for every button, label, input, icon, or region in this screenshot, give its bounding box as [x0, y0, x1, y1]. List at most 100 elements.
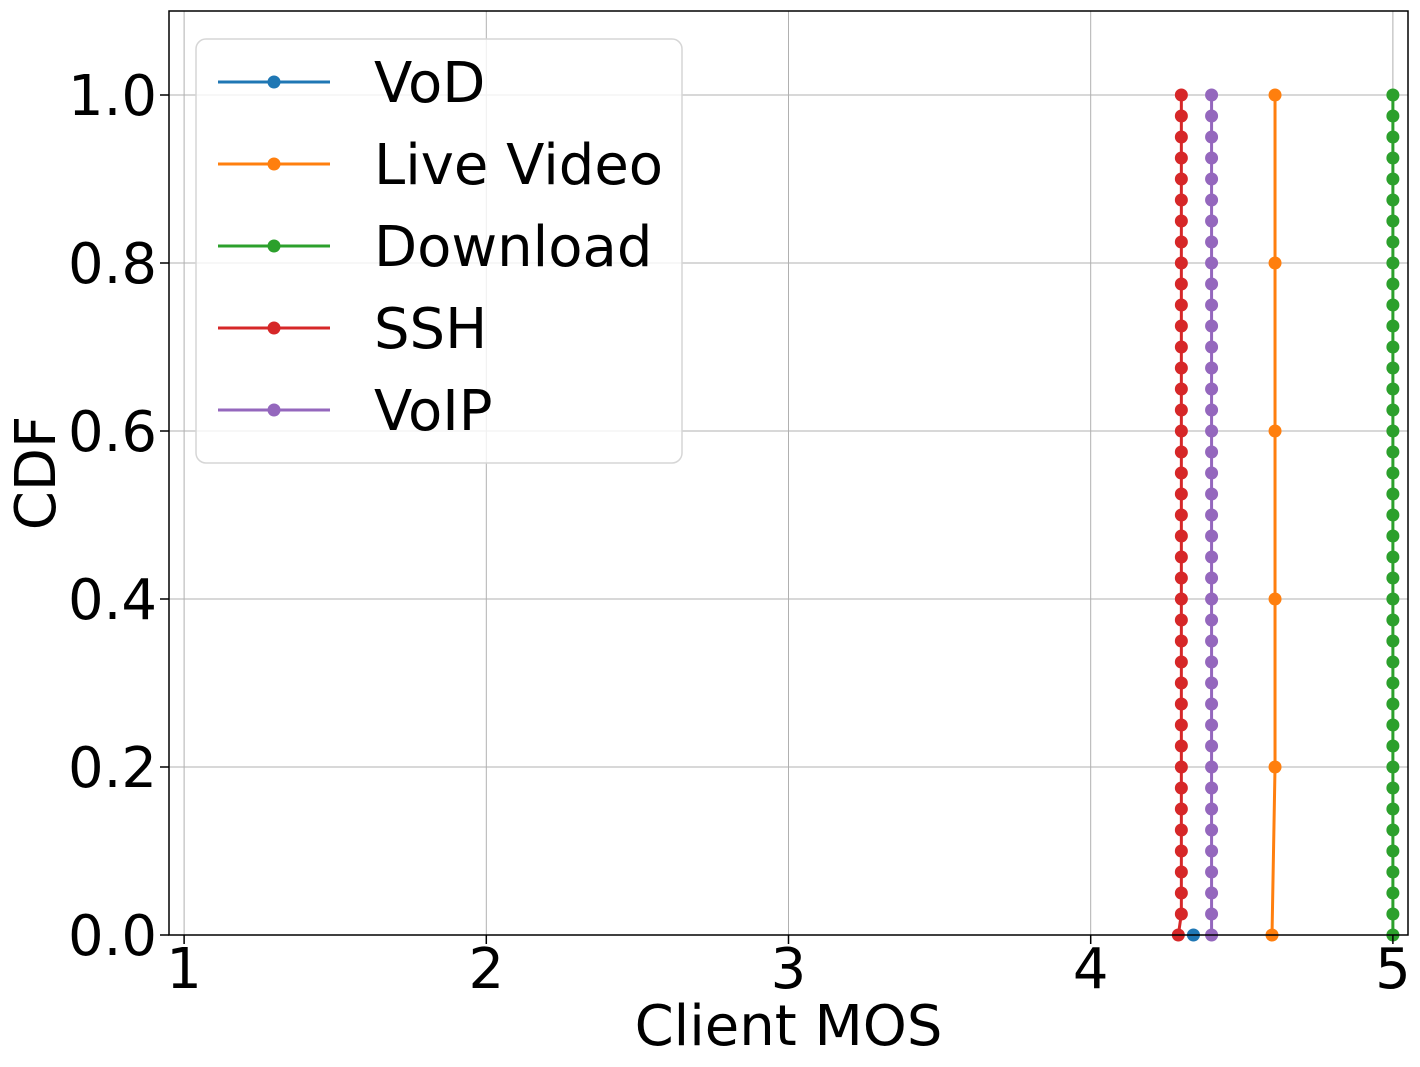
- data-point-ssh: [1174, 361, 1188, 375]
- series-live-video: [1265, 88, 1282, 942]
- data-point-ssh: [1174, 214, 1188, 228]
- series-download: [1386, 88, 1400, 942]
- axis-ticks: 1 2 3 4 5 0.0 0.2 0.4 0.6 0.8 1.0: [68, 64, 1411, 1002]
- data-point-ssh: [1174, 592, 1188, 606]
- data-point-voip: [1205, 823, 1219, 837]
- data-point-ssh: [1174, 655, 1188, 669]
- data-point-ssh: [1174, 697, 1188, 711]
- x-tick-label: 3: [771, 937, 807, 1002]
- data-point-download: [1386, 655, 1400, 669]
- data-point-voip: [1205, 172, 1219, 186]
- data-point-voip: [1205, 592, 1219, 606]
- data-point-voip: [1205, 676, 1219, 690]
- legend: VoD Live Video Download SSH VoIP: [195, 38, 683, 464]
- data-point-ssh: [1174, 445, 1188, 459]
- data-point-voip: [1205, 907, 1219, 921]
- data-point-ssh: [1174, 550, 1188, 564]
- data-point-download: [1386, 214, 1400, 228]
- data-point-voip: [1205, 298, 1219, 312]
- data-point-voip: [1205, 361, 1219, 375]
- legend-item-download: Download: [218, 215, 652, 280]
- data-point-ssh: [1174, 319, 1188, 333]
- data-point-ssh: [1174, 403, 1188, 417]
- data-point-voip: [1205, 508, 1219, 522]
- data-point-ssh: [1174, 88, 1188, 102]
- data-point-voip: [1205, 634, 1219, 648]
- data-point-ssh: [1174, 802, 1188, 816]
- series-line-live-video: [1270, 95, 1277, 936]
- data-point-voip: [1205, 214, 1219, 228]
- data-point-ssh: [1174, 571, 1188, 585]
- data-point-download: [1386, 613, 1400, 627]
- data-point-ssh: [1174, 235, 1188, 249]
- data-point-download: [1386, 802, 1400, 816]
- y-tick-label: 0.0: [68, 904, 157, 969]
- data-point-download: [1386, 319, 1400, 333]
- data-point-download: [1386, 487, 1400, 501]
- data-point-live-video: [1268, 256, 1282, 270]
- data-point-live-video: [1268, 760, 1282, 774]
- x-tick-label: 5: [1375, 937, 1411, 1002]
- legend-box: [195, 38, 683, 464]
- data-point-download: [1386, 109, 1400, 123]
- data-point-ssh: [1174, 823, 1188, 837]
- data-point-download: [1386, 340, 1400, 354]
- data-point-download: [1386, 508, 1400, 522]
- data-point-download: [1386, 760, 1400, 774]
- legend-label: Live Video: [374, 133, 663, 198]
- data-point-download: [1386, 193, 1400, 207]
- x-axis-title: Client MOS: [635, 994, 943, 1059]
- legend-item-ssh: SSH: [218, 297, 487, 362]
- data-point-voip: [1205, 340, 1219, 354]
- data-point-ssh: [1174, 844, 1188, 858]
- data-point-download: [1386, 151, 1400, 165]
- data-point-ssh: [1174, 193, 1188, 207]
- data-point-download: [1386, 865, 1400, 879]
- data-point-download: [1386, 445, 1400, 459]
- data-point-voip: [1205, 277, 1219, 291]
- data-point-voip: [1205, 403, 1219, 417]
- data-point-ssh: [1174, 907, 1188, 921]
- data-point-live-video: [1268, 88, 1282, 102]
- series-ssh: [1171, 88, 1188, 942]
- data-point-voip: [1205, 151, 1219, 165]
- legend-marker: [267, 403, 281, 417]
- data-point-live-video: [1268, 592, 1282, 606]
- data-point-voip: [1205, 256, 1219, 270]
- data-point-voip: [1205, 109, 1219, 123]
- data-point-voip: [1205, 802, 1219, 816]
- data-point-ssh: [1174, 718, 1188, 732]
- series-voip: [1205, 88, 1219, 942]
- data-point-download: [1386, 88, 1400, 102]
- legend-marker: [267, 239, 281, 253]
- data-point-ssh: [1174, 466, 1188, 480]
- data-point-download: [1386, 550, 1400, 564]
- data-point-ssh: [1174, 277, 1188, 291]
- data-point-ssh: [1174, 172, 1188, 186]
- x-tick-label: 2: [468, 937, 504, 1002]
- data-point-download: [1386, 235, 1400, 249]
- data-point-live-video: [1268, 424, 1282, 438]
- data-point-ssh: [1174, 340, 1188, 354]
- x-tick-label: 4: [1073, 937, 1109, 1002]
- data-point-download: [1386, 403, 1400, 417]
- data-point-download: [1386, 886, 1400, 900]
- legend-item-live-video: Live Video: [218, 133, 663, 198]
- data-point-voip: [1205, 319, 1219, 333]
- data-point-download: [1386, 529, 1400, 543]
- data-point-download: [1386, 739, 1400, 753]
- data-point-voip: [1205, 130, 1219, 144]
- series-layer: [1171, 88, 1400, 942]
- data-point-voip: [1205, 844, 1219, 858]
- data-point-voip: [1205, 571, 1219, 585]
- data-point-voip: [1205, 781, 1219, 795]
- data-point-download: [1386, 298, 1400, 312]
- data-point-voip: [1205, 613, 1219, 627]
- data-point-download: [1386, 718, 1400, 732]
- data-point-voip: [1205, 235, 1219, 249]
- data-point-voip: [1205, 655, 1219, 669]
- data-point-download: [1386, 382, 1400, 396]
- data-point-ssh: [1174, 529, 1188, 543]
- data-point-ssh: [1174, 634, 1188, 648]
- data-point-ssh: [1174, 781, 1188, 795]
